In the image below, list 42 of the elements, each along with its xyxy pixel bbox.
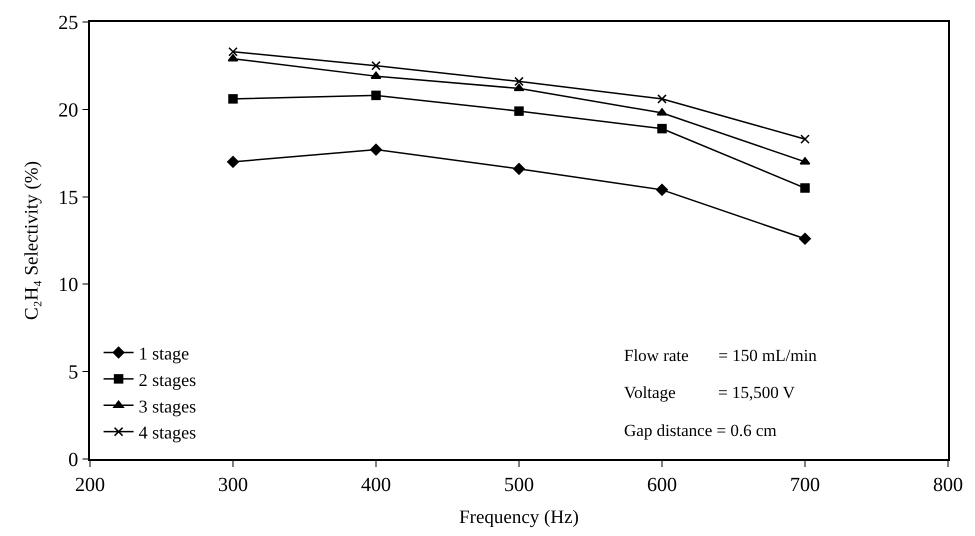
point [514, 106, 524, 116]
x-tick-label: 400 [361, 474, 391, 496]
y-tick-label: 10 [58, 274, 78, 296]
point [656, 108, 668, 116]
point [800, 157, 810, 165]
point [371, 60, 381, 70]
legend-label: 3 stages [138, 396, 196, 416]
point [227, 156, 239, 168]
x-tick-label: 600 [647, 474, 677, 496]
x-tick-label: 700 [790, 474, 820, 496]
legend-label: 1 stage [138, 343, 190, 364]
x-tick-label: 500 [504, 474, 534, 496]
point [656, 184, 668, 196]
legend-label: 2 stages [138, 370, 196, 390]
point [228, 46, 238, 56]
legend-label: 4 stages [138, 422, 196, 443]
point [800, 134, 810, 144]
annotation: Voltage = 15,500 V [624, 383, 796, 402]
annotation: Gap distance = 0.6 cm [624, 421, 777, 440]
point [228, 54, 238, 62]
point [370, 144, 382, 156]
y-tick-label: 25 [58, 12, 78, 34]
point [228, 94, 238, 104]
point [513, 162, 525, 175]
point [657, 124, 667, 134]
point [514, 76, 524, 86]
point [657, 94, 667, 104]
point [371, 90, 381, 100]
annotation: Flow rate = 150 mL/min [624, 346, 818, 365]
y-tick-label: 15 [58, 186, 78, 209]
y-tick-label: 5 [68, 362, 78, 384]
y-axis-title: C₂H₄ Selectivity (%) [22, 161, 43, 320]
point [514, 84, 524, 92]
point [799, 232, 811, 245]
x-axis-title: Frequency (Hz) [459, 507, 579, 528]
point [800, 183, 810, 193]
y-tick-label: 20 [58, 99, 78, 122]
x-tick-label: 300 [218, 474, 248, 496]
x-tick-label: 200 [75, 474, 105, 496]
y-tick-label: 0 [68, 449, 78, 471]
x-tick-label: 800 [933, 474, 963, 496]
point [370, 71, 382, 79]
